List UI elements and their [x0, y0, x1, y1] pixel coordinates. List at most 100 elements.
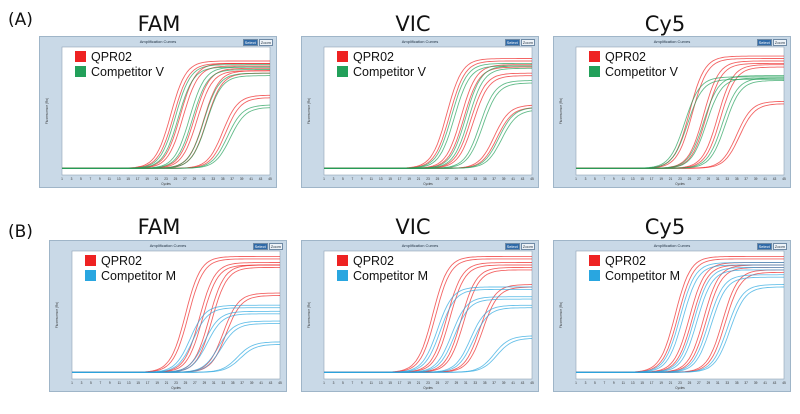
x-tick-label: 15: [126, 177, 130, 181]
x-tick-label: 3: [333, 177, 335, 181]
legend-label: QPR02: [605, 253, 646, 268]
x-tick-label: 27: [445, 381, 449, 385]
legend-label: QPR02: [353, 49, 394, 64]
x-tick-label: 41: [763, 381, 767, 385]
x-tick-label: 41: [511, 177, 515, 181]
zoom-tab[interactable]: Zoom: [258, 39, 273, 46]
chart-panel: Amplification Curves Select Zoom 1 3 5 7 9 11 1…: [49, 240, 287, 392]
x-tick-label: 1: [61, 177, 63, 181]
x-tick-label: 21: [417, 177, 421, 181]
x-tick-label: 33: [725, 381, 729, 385]
x-tick-label: 13: [379, 381, 383, 385]
amplification-plot: 1 3 5 7 9 11 13 15 17 19 21 23 25 27 29 31 33 35 37 39 41 43 4…: [307, 250, 534, 390]
select-tab[interactable]: Select: [504, 39, 520, 46]
legend-label: QPR02: [353, 253, 394, 268]
competitor-swatch: [75, 66, 86, 77]
channel-title-a-fam: FAM: [137, 12, 181, 36]
competitor-swatch: [85, 270, 96, 281]
x-tick-label: 41: [259, 381, 263, 385]
chart-panel: Amplification Curves Select Zoom 1 3 5 7 9 11 1…: [39, 36, 277, 188]
x-tick-label: 23: [426, 177, 430, 181]
x-tick-label: 37: [492, 381, 496, 385]
x-tick-label: 1: [71, 381, 73, 385]
x-tick-label: 3: [585, 381, 587, 385]
legend-item-competitor: Competitor M: [589, 268, 680, 283]
x-tick-label: 37: [744, 381, 748, 385]
x-tick-label: 31: [716, 177, 720, 181]
x-tick-label: 45: [278, 381, 282, 385]
amplification-plot: 1 3 5 7 9 11 13 15 17 19 21 23 25 27 29 31 33 35 37 39 41 43 4…: [559, 250, 786, 390]
zoom-tab[interactable]: Zoom: [268, 243, 283, 250]
x-tick-label: 5: [90, 381, 92, 385]
select-tab[interactable]: Select: [504, 243, 520, 250]
plot-area: [323, 250, 533, 380]
legend-label: QPR02: [605, 49, 646, 64]
legend: QPR02 Competitor V: [589, 49, 678, 79]
x-tick-label: 7: [351, 177, 353, 181]
x-tick-label: 27: [183, 177, 187, 181]
legend-label: Competitor M: [605, 268, 681, 283]
competitor-swatch: [337, 270, 348, 281]
x-tick-label: 45: [530, 381, 534, 385]
x-tick-label: 23: [164, 177, 168, 181]
x-axis-label: Cycles: [423, 386, 433, 390]
zoom-tab[interactable]: Zoom: [772, 39, 787, 46]
x-tick-label: 9: [99, 177, 101, 181]
legend-item-qpr02: QPR02: [85, 253, 176, 268]
zoom-tab[interactable]: Zoom: [772, 243, 787, 250]
x-tick-label: 29: [203, 381, 207, 385]
x-tick-label: 35: [221, 177, 225, 181]
x-tick-label: 13: [631, 381, 635, 385]
x-tick-label: 29: [193, 177, 197, 181]
select-tab[interactable]: Select: [252, 243, 268, 250]
amplification-curve: [324, 338, 533, 373]
x-tick-label: 29: [707, 381, 711, 385]
legend-label: Competitor V: [605, 64, 678, 79]
x-tick-label: 39: [754, 177, 758, 181]
x-tick-label: 45: [782, 177, 786, 181]
amplification-plot: 1 3 5 7 9 11 13 15 17 19 21 23 25 27 29 31 33 35 37 39 41 43 4…: [55, 250, 282, 390]
x-tick-label: 7: [351, 381, 353, 385]
x-tick-label: 15: [388, 177, 392, 181]
select-tab[interactable]: Select: [756, 243, 772, 250]
x-tick-label: 5: [342, 177, 344, 181]
x-tick-label: 15: [388, 381, 392, 385]
x-tick-label: 33: [725, 177, 729, 181]
select-tab[interactable]: Select: [756, 39, 772, 46]
x-tick-label: 21: [417, 381, 421, 385]
chart-panel: Amplification Curves Select Zoom 1 3 5 7 9 11 1…: [301, 36, 539, 188]
x-tick-label: 3: [585, 177, 587, 181]
x-tick-label: 39: [240, 177, 244, 181]
x-tick-label: 13: [117, 177, 121, 181]
qpr02-swatch: [85, 255, 96, 266]
zoom-tab[interactable]: Zoom: [520, 243, 535, 250]
legend-label: QPR02: [101, 253, 142, 268]
x-tick-label: 11: [622, 381, 626, 385]
x-tick-label: 9: [361, 381, 363, 385]
select-tab[interactable]: Select: [242, 39, 258, 46]
x-tick-label: 29: [707, 177, 711, 181]
x-axis-label: Cycles: [171, 386, 181, 390]
x-tick-label: 19: [145, 177, 149, 181]
legend-item-qpr02: QPR02: [337, 49, 426, 64]
qpr02-swatch: [337, 51, 348, 62]
panel-title: Amplification Curves: [139, 39, 177, 44]
legend-label: Competitor M: [353, 268, 429, 283]
x-tick-label: 39: [502, 177, 506, 181]
x-tick-label: 9: [109, 381, 111, 385]
legend-item-qpr02: QPR02: [589, 49, 678, 64]
x-tick-label: 5: [594, 177, 596, 181]
row-label-b: (B): [8, 222, 33, 242]
x-tick-label: 1: [575, 177, 577, 181]
legend-item-competitor: Competitor M: [337, 268, 428, 283]
zoom-tab[interactable]: Zoom: [520, 39, 535, 46]
channel-title-b-cy5: Cy5: [644, 215, 686, 239]
y-axis-label: Fluorescence (Rn): [307, 98, 311, 124]
x-tick-label: 33: [221, 381, 225, 385]
x-tick-label: 9: [361, 177, 363, 181]
x-tick-label: 45: [530, 177, 534, 181]
x-tick-label: 27: [697, 177, 701, 181]
x-tick-label: 27: [697, 381, 701, 385]
x-tick-label: 43: [521, 381, 525, 385]
x-tick-label: 39: [502, 381, 506, 385]
